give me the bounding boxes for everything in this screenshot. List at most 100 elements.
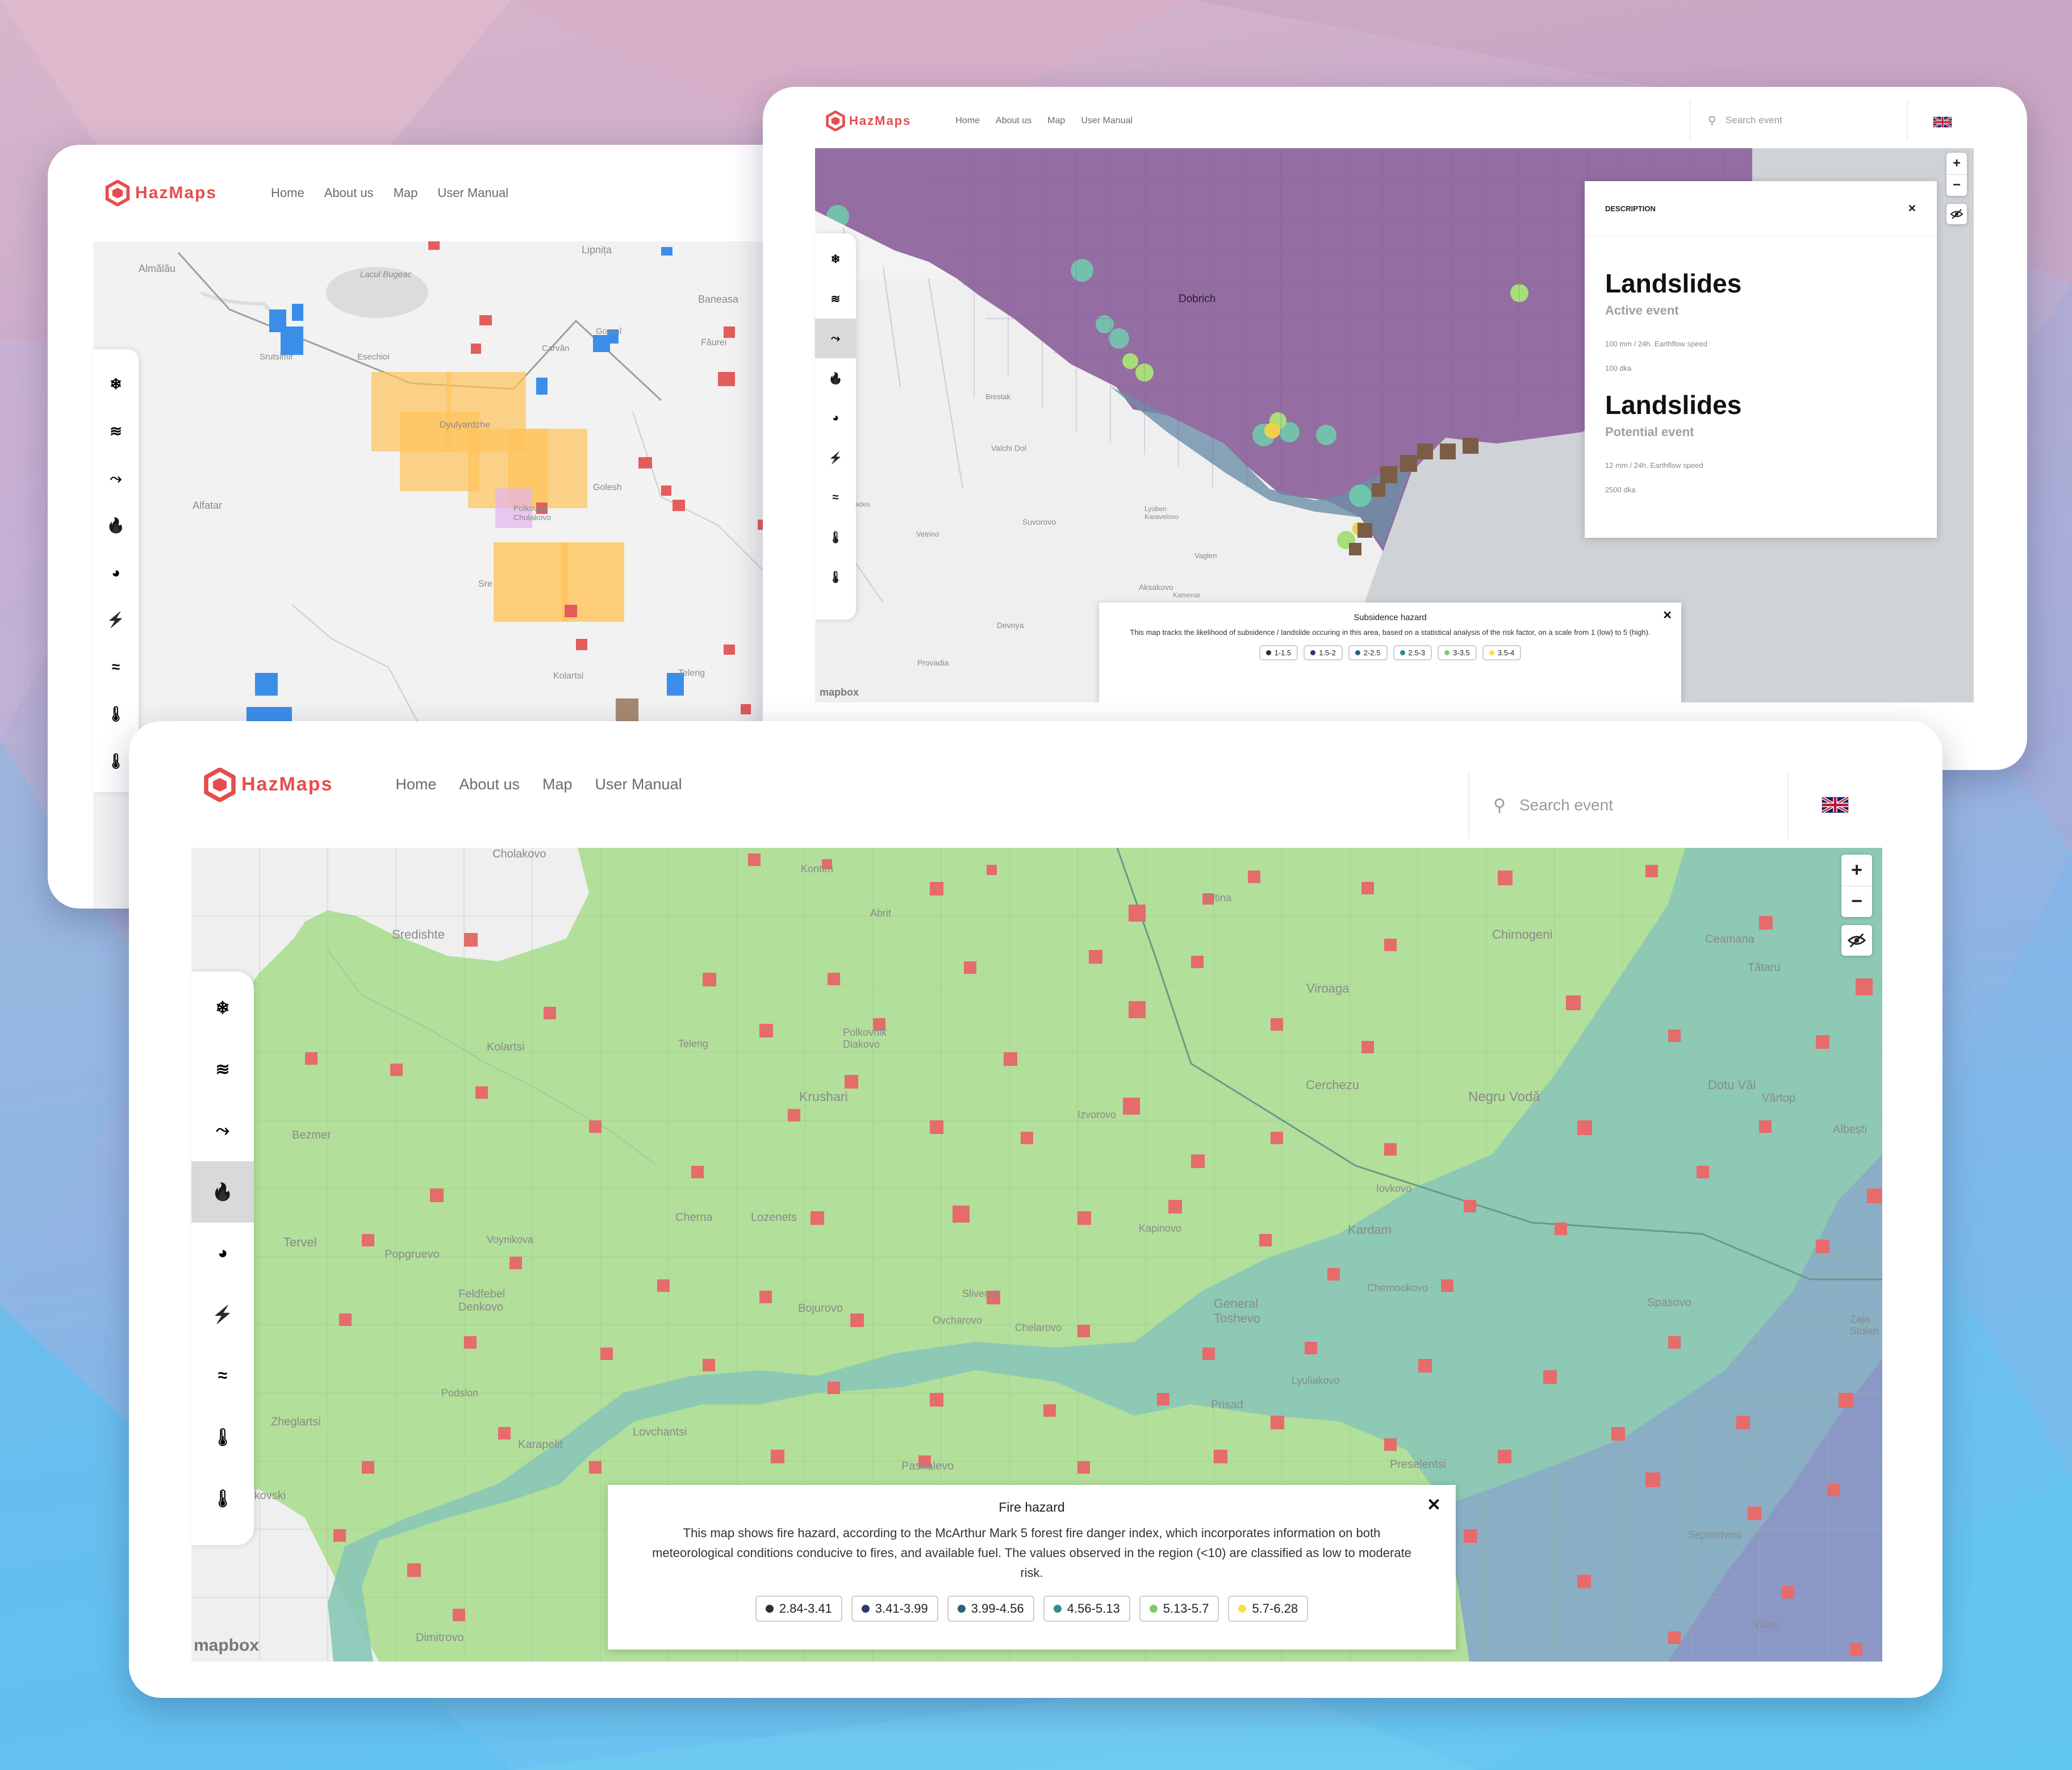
legend-chip[interactable]: 5.7-6.28 [1228,1595,1309,1622]
close-icon[interactable]: ✕ [1426,1496,1441,1514]
map-place-label: General Toshevo [1214,1296,1260,1325]
main-nav: Home About us Map User Manual [271,186,508,200]
nav-user-manual[interactable]: User Manual [1081,116,1133,125]
nav-home[interactable]: Home [271,186,304,200]
brand-logo[interactable]: HazMaps [105,180,217,206]
tool-button-earthquake[interactable]: ◕ [93,549,139,596]
zoom-in-button[interactable]: + [1946,153,1967,175]
zoom-out-button[interactable]: − [1851,890,1862,913]
legend-chip-label: 3-3.5 [1453,648,1470,657]
search-input[interactable]: Search event [1519,796,1613,814]
tool-button-snowflake[interactable]: ❄ [191,977,254,1039]
toggle-visibility-button[interactable] [1841,925,1872,956]
legend-chip[interactable]: 3.41-3.99 [851,1595,938,1622]
tool-button-heat-thermometer[interactable]: 🌡 [815,517,856,557]
legend-chip-label: 1.5-2 [1319,648,1336,657]
heat-thermometer-icon: 🌡 [828,531,843,544]
event-title: Landslides [1605,390,1742,420]
tool-button-snowflake[interactable]: ❄ [93,361,139,408]
map-place-label: Zheglartsi [271,1416,321,1428]
cold-thermometer-icon: 🌡 [106,752,126,769]
nav-about-us[interactable]: About us [459,776,520,793]
tool-button-landslide[interactable]: ⤳ [93,455,139,502]
tool-button-lightning[interactable]: ⚡ [815,438,856,478]
tool-button-lightning[interactable]: ⚡ [191,1284,254,1345]
zoom-out-button[interactable]: − [1952,177,1961,193]
tool-button-fire[interactable]: 🔥 [815,358,856,398]
legend-chip[interactable]: 3.99-4.56 [947,1595,1034,1622]
tool-button-cold-thermometer[interactable]: 🌡 [93,738,139,785]
mapbox-logo: mapbox [194,1636,260,1655]
tool-button-fire[interactable]: 🔥 [191,1161,254,1223]
tool-button-wind[interactable]: ≈ [815,478,856,517]
map-place-label: Konten [801,863,834,874]
tool-button-heat-thermometer[interactable]: 🌡 [191,1407,254,1468]
search-input[interactable]: Search event [1725,115,1782,125]
legend-chip[interactable]: 2.5-3 [1393,645,1432,660]
legend-chip[interactable]: 1-1.5 [1259,645,1298,660]
legend-chip[interactable]: 2-2.5 [1348,645,1388,660]
nav-about-us[interactable]: About us [324,186,374,200]
language-flag-uk-icon[interactable] [1933,116,1952,128]
tool-button-snowflake[interactable]: ❄ [815,239,856,279]
zoom-in-button[interactable]: + [1841,855,1872,886]
nav-user-manual[interactable]: User Manual [595,776,682,793]
brand-logo[interactable]: HazMaps [203,767,333,802]
nav-user-manual[interactable]: User Manual [437,186,509,200]
legend-chip[interactable]: 3.5-4 [1482,645,1522,660]
tool-button-flood[interactable]: ≋ [191,1039,254,1100]
map-canvas[interactable]: Dobrich Brestak Valchi Dol Suvorovo Vetr… [815,148,1974,702]
tool-button-wind[interactable]: ≈ [191,1345,254,1407]
tool-button-earthquake[interactable]: ◕ [191,1223,254,1284]
tool-button-lightning[interactable]: ⚡ [93,596,139,643]
tool-button-heat-thermometer[interactable]: 🌡 [93,691,139,738]
map-place-label: Karapelit [518,1438,563,1451]
legend-chip-label: 4.56-5.13 [1067,1601,1120,1616]
zoom-control: + − [1841,855,1872,917]
tool-button-cold-thermometer[interactable]: 🌡 [191,1468,254,1529]
earthquake-icon: ◕ [832,411,839,424]
nav-map[interactable]: Map [542,776,573,793]
legend-chip[interactable]: 2.84-3.41 [755,1595,842,1622]
map-place-label: Popgruevo [385,1248,440,1261]
tool-button-landslide[interactable]: ⤳ [191,1100,254,1161]
legend-swatch [1149,1604,1158,1613]
map-place-label: Polkovnik Diakovo [843,1027,887,1050]
tool-button-cold-thermometer[interactable]: 🌡 [815,557,856,597]
legend-chip[interactable]: 3-3.5 [1438,645,1477,660]
nav-map[interactable]: Map [393,186,418,200]
nav-about-us[interactable]: About us [996,116,1032,125]
tool-button-fire[interactable]: 🔥 [93,502,139,549]
map-place-label: Vârtop [1762,1092,1795,1104]
close-icon[interactable]: ✕ [1662,609,1672,622]
brand-logo[interactable]: HazMaps [825,111,911,131]
map-place-label: Kolartsi [487,1041,525,1053]
landslide-icon: ⤳ [831,332,840,345]
legend-chip-label: 2.84-3.41 [779,1601,832,1616]
map-canvas[interactable]: Cholakovo Konten Abrit Sredishte Kolarts… [191,848,1882,1662]
map-place-label: Ceamana [1705,933,1754,945]
nav-map[interactable]: Map [1047,116,1066,125]
close-icon[interactable]: ✕ [1907,202,1916,214]
language-flag-uk-icon[interactable] [1822,797,1849,813]
tool-button-earthquake[interactable]: ◕ [815,398,856,438]
tool-button-flood[interactable]: ≋ [815,279,856,319]
map-place-label: Ovcharovo [933,1315,983,1326]
hazmaps-logo-icon [204,767,236,802]
nav-home[interactable]: Home [955,116,980,125]
legend-chip[interactable]: 4.56-5.13 [1043,1595,1130,1622]
search-box[interactable]: ⚲ Search event [1690,101,1908,140]
fire-icon: 🔥 [106,517,126,534]
hazard-toolbar: ❄ ≋ ⤳ 🔥 ◕ ⚡ ≈ 🌡 🌡 [93,349,139,792]
tool-button-landslide[interactable]: ⤳ [815,319,856,358]
tool-button-wind[interactable]: ≈ [93,643,139,691]
legend-chip-label: 5.13-5.7 [1163,1601,1209,1616]
legend-description: This map tracks the likelihood of subsid… [1130,628,1651,637]
legend-chip[interactable]: 1.5-2 [1304,645,1343,660]
legend-chip[interactable]: 5.13-5.7 [1139,1595,1219,1622]
nav-home[interactable]: Home [395,776,437,793]
toggle-visibility-button[interactable] [1946,204,1967,224]
legend-title: Fire hazard [999,1500,1065,1514]
tool-button-flood[interactable]: ≋ [93,408,139,455]
search-box[interactable]: ⚲ Search event [1468,771,1789,839]
